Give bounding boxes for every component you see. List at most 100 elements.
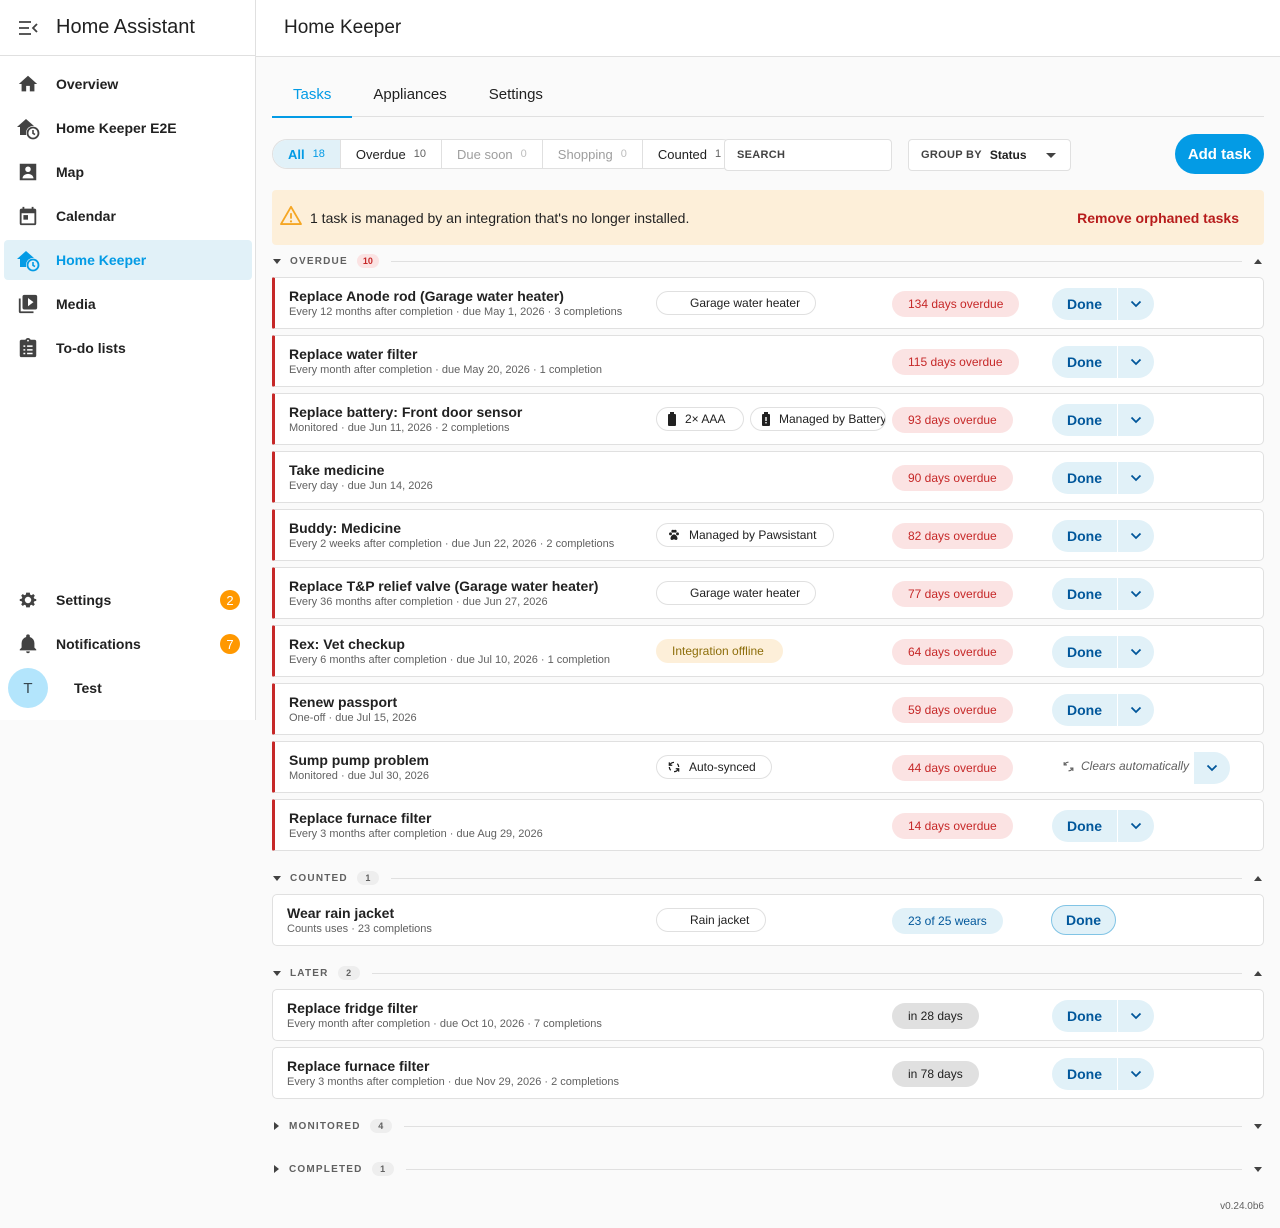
task-row[interactable]: Replace Anode rod (Garage water heater) E…	[272, 277, 1264, 329]
task-subtitle: Every day · due Jun 14, 2026	[289, 480, 433, 492]
user-name: Test	[74, 680, 102, 696]
tab-appliances[interactable]: Appliances	[373, 85, 447, 103]
settings-badge: 2	[220, 590, 240, 610]
done-button[interactable]: Done	[1052, 636, 1118, 668]
task-actions-dropdown[interactable]	[1118, 1058, 1154, 1090]
tab-settings[interactable]: Settings	[488, 85, 543, 103]
task-row[interactable]: Replace fridge filter Every month after c…	[272, 989, 1264, 1041]
task-title: Wear rain jacket	[287, 905, 395, 921]
task-row[interactable]: Replace T&P relief valve (Garage water h…	[272, 567, 1264, 619]
section-header-overdue[interactable]: OVERDUE 10	[272, 252, 1264, 270]
done-split-button: Done	[1052, 694, 1154, 726]
task-row[interactable]: Renew passport One-off · due Jul 15, 2026…	[272, 683, 1264, 735]
group-by-select[interactable]: GROUP BY Status	[908, 139, 1071, 171]
task-row[interactable]: Replace furnace filter Every 3 months aft…	[272, 1047, 1264, 1099]
chevron-right-icon	[274, 1165, 279, 1173]
task-actions-dropdown[interactable]	[1118, 288, 1154, 320]
done-button[interactable]: Done	[1052, 578, 1118, 610]
done-button[interactable]: Done	[1052, 694, 1118, 726]
task-actions-dropdown[interactable]	[1118, 404, 1154, 436]
section-count-badge: 1	[371, 1162, 394, 1176]
task-actions-dropdown[interactable]	[1118, 1000, 1154, 1032]
sidebar-item-calendar[interactable]: Calendar	[4, 196, 252, 236]
filter-chip-label: Overdue	[355, 146, 406, 162]
remove-orphaned-tasks-button[interactable]: Remove orphaned tasks	[1077, 209, 1239, 226]
task-row[interactable]: Take medicine Every day · due Jun 14, 202…	[272, 451, 1264, 503]
done-button[interactable]: Done	[1052, 346, 1118, 378]
done-button[interactable]: Done	[1052, 462, 1118, 494]
filter-chip-overdue[interactable]: Overdue 10	[341, 140, 442, 168]
task-title: Replace furnace filter	[289, 810, 432, 826]
paw-icon	[667, 528, 681, 542]
filter-chip-label: Due soon	[457, 146, 513, 162]
sidebar-item-label: Home Keeper E2E	[56, 120, 177, 136]
sidebar-item-media[interactable]: Media	[4, 284, 252, 324]
section-header-completed[interactable]: COMPLETED 1	[272, 1160, 1264, 1178]
section-header-counted[interactable]: COUNTED 1	[272, 869, 1264, 887]
section-header-later[interactable]: LATER 2	[272, 964, 1264, 982]
task-status-badge: 77 days overdue	[892, 581, 1013, 607]
search-input[interactable]	[724, 139, 892, 171]
filter-chip-all[interactable]: All 18	[273, 140, 341, 168]
sidebar-item-notifications[interactable]: Notifications 7	[4, 624, 252, 664]
done-button[interactable]: Done	[1052, 288, 1118, 320]
task-tag-pill: Managed by Pawsistant	[656, 523, 834, 547]
task-status-badge: 90 days overdue	[892, 465, 1013, 491]
task-row[interactable]: Buddy: Medicine Every 2 weeks after compl…	[272, 509, 1264, 561]
collapse-icon	[1254, 258, 1262, 264]
section-count-badge: 10	[356, 254, 379, 268]
sidebar-item-label: Map	[56, 164, 84, 180]
filter-chip-count: 0	[620, 148, 627, 160]
expand-icon	[1254, 1166, 1262, 1172]
task-row[interactable]: Rex: Vet checkup Every 6 months after com…	[272, 625, 1264, 677]
task-status-badge: 44 days overdue	[892, 755, 1013, 781]
done-button[interactable]: Done	[1052, 810, 1118, 842]
sidebar-item-settings[interactable]: Settings 2	[4, 580, 252, 620]
filter-chip-label: Counted	[657, 146, 708, 162]
task-row[interactable]: Sump pump problem Monitored · due Jul 30,…	[272, 741, 1264, 793]
section-count-badge: 2	[337, 966, 360, 980]
group-by-label: GROUP BY	[921, 149, 982, 161]
filter-chip-count: 18	[312, 148, 325, 160]
integration-offline-badge: Integration offline	[656, 639, 783, 663]
task-actions-dropdown[interactable]	[1194, 752, 1230, 784]
task-actions-dropdown[interactable]	[1118, 346, 1154, 378]
section-divider	[403, 1125, 1242, 1127]
task-actions-dropdown[interactable]	[1118, 520, 1154, 552]
task-status-badge: 93 days overdue	[892, 407, 1013, 433]
task-row[interactable]: Wear rain jacket Counts uses · 23 complet…	[272, 894, 1264, 946]
sidebar-item-to-do-lists[interactable]: To-do lists	[4, 328, 252, 368]
done-button[interactable]: Done	[1051, 905, 1116, 935]
task-actions-dropdown[interactable]	[1118, 636, 1154, 668]
section-label: LATER	[290, 967, 329, 979]
page-title: Home Keeper	[284, 17, 402, 38]
sidebar-item-map[interactable]: Map	[4, 152, 252, 192]
task-actions-dropdown[interactable]	[1118, 578, 1154, 610]
task-actions-dropdown[interactable]	[1118, 694, 1154, 726]
task-row[interactable]: Replace battery: Front door sensor Monito…	[272, 393, 1264, 445]
task-tag-pill: Rain jacket	[656, 908, 766, 932]
task-actions-dropdown[interactable]	[1118, 810, 1154, 842]
warning-text: 1 task is managed by an integration that…	[310, 209, 690, 226]
done-button[interactable]: Done	[1052, 404, 1118, 436]
chevron-down-icon	[273, 875, 281, 881]
done-button[interactable]: Done	[1052, 520, 1118, 552]
task-row[interactable]: Replace furnace filter Every 3 months aft…	[272, 799, 1264, 851]
section-divider	[390, 877, 1242, 879]
add-task-button[interactable]: Add task	[1175, 134, 1264, 174]
sidebar-item-home-keeper[interactable]: Home Keeper	[4, 240, 252, 280]
task-row[interactable]: Replace water filter Every month after co…	[272, 335, 1264, 387]
sidebar-item-home-keeper-e2e[interactable]: Home Keeper E2E	[4, 108, 252, 148]
filter-chip-counted[interactable]: Counted 1	[643, 140, 736, 168]
sidebar-item-profile[interactable]: T Test	[4, 668, 252, 708]
sidebar-item-overview[interactable]: Overview	[4, 64, 252, 104]
filter-chip-due-soon[interactable]: Due soon 0	[442, 140, 543, 168]
tab-tasks[interactable]: Tasks	[272, 71, 353, 118]
task-subtitle: Every month after completion · due May 2…	[289, 364, 603, 376]
filter-chip-shopping[interactable]: Shopping 0	[543, 140, 643, 168]
task-actions-dropdown[interactable]	[1118, 462, 1154, 494]
menu-toggle-icon[interactable]	[0, 20, 56, 36]
section-header-monitored[interactable]: MONITORED 4	[272, 1117, 1264, 1135]
done-button[interactable]: Done	[1052, 1000, 1118, 1032]
done-button[interactable]: Done	[1052, 1058, 1118, 1090]
